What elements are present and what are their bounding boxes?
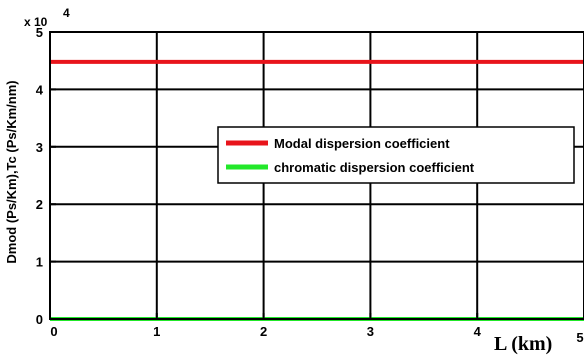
x-tick-label: 4	[474, 324, 482, 339]
legend-label-modal: Modal dispersion coefficient	[274, 136, 450, 151]
y-multiplier-base: x 10	[24, 15, 48, 29]
y-tick-label: 2	[36, 197, 43, 212]
y-axis-label: Dmod (Ps/Km),Tc (Ps/Km/nm)	[4, 80, 19, 263]
tick-labels: 0 1 2 3 4 5 0 1 2 3 4 5	[36, 25, 584, 345]
x-tick-label: 5	[576, 330, 583, 345]
x-tick-label: 1	[153, 324, 160, 339]
legend-box	[217, 126, 575, 184]
y-tick-label: 4	[36, 82, 44, 97]
x-tick-label: 3	[367, 324, 374, 339]
tick-marks	[49, 31, 584, 320]
series-lines	[50, 59, 584, 321]
legend-label-chromatic: chromatic dispersion coefficient	[274, 160, 475, 175]
y-tick-label: 5	[36, 25, 43, 40]
y-multiplier-exponent: 4	[63, 6, 70, 20]
legend: Modal dispersion coefficient chromatic d…	[217, 126, 575, 184]
plot-frame	[49, 31, 584, 320]
y-tick-label: 3	[36, 140, 43, 155]
x-tick-label: 2	[260, 324, 267, 339]
y-tick-label: 1	[36, 255, 43, 270]
y-tick-label: 0	[36, 312, 43, 327]
x-axis-label: L (km)	[494, 333, 552, 355]
x-tick-label: 0	[50, 324, 57, 339]
